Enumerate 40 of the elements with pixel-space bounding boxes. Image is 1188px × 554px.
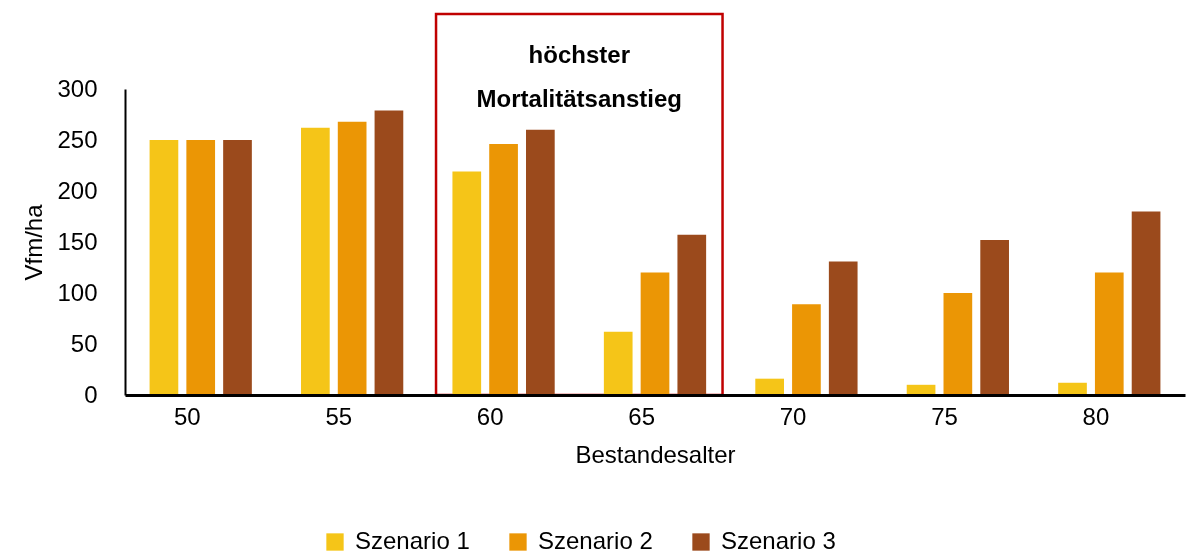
- x-tick-label: 70: [779, 402, 807, 430]
- bar: [755, 378, 784, 395]
- y-tick-label: 100: [57, 278, 98, 306]
- legend-label: Szenario 3: [721, 527, 836, 554]
- y-tick-label: 0: [84, 380, 98, 408]
- x-tick-label: 80: [1082, 402, 1110, 430]
- legend-label: Szenario 2: [538, 527, 653, 554]
- x-axis-title: Bestandesalter: [575, 440, 736, 468]
- x-tick-label: 55: [325, 402, 353, 430]
- bar: [374, 110, 404, 395]
- bar: [943, 293, 973, 395]
- bar: [792, 304, 821, 395]
- y-axis-title: Vfm/ha: [20, 203, 48, 281]
- y-tick-label: 250: [57, 125, 98, 153]
- y-tick-label: 50: [70, 329, 98, 357]
- bar: [149, 140, 179, 395]
- x-tick-label: 65: [628, 402, 655, 430]
- bar: [223, 140, 252, 395]
- bar: [1094, 272, 1124, 395]
- legend-label: Szenario 1: [355, 527, 470, 554]
- y-tick-label: 150: [57, 227, 98, 255]
- x-tick-label: 60: [476, 402, 504, 430]
- bar: [489, 144, 518, 395]
- band-label: höchster Mortalitätsanstieg: [476, 41, 682, 112]
- bar: [337, 121, 367, 395]
- bar: [452, 171, 482, 395]
- y-tick-label: 300: [57, 74, 98, 102]
- bar: [186, 140, 216, 395]
- bar: [1058, 382, 1087, 395]
- bar: [301, 127, 330, 395]
- bar: [980, 239, 1009, 395]
- bar: [526, 129, 555, 395]
- bar: [677, 234, 707, 395]
- bar: [640, 272, 670, 395]
- y-tick-label: 200: [57, 176, 98, 204]
- bar: [1131, 211, 1161, 395]
- x-tick-label: 75: [931, 402, 958, 430]
- x-tick-label: 50: [174, 402, 201, 430]
- bar: [603, 331, 633, 395]
- bar: [828, 261, 858, 395]
